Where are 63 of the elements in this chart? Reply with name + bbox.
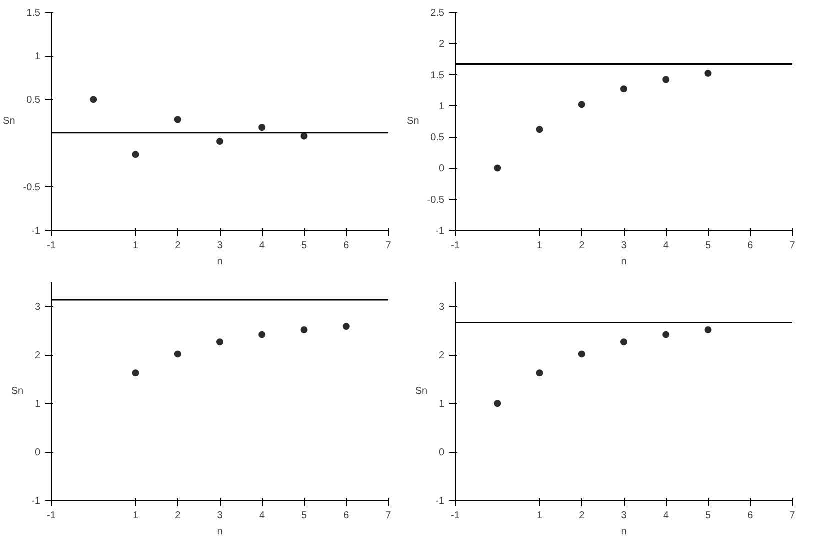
y-tick-label: -1 (436, 226, 445, 237)
y-tick-label: 2 (34, 350, 41, 362)
x-tick-label: 3 (621, 240, 628, 252)
x-tick-label: 5 (301, 510, 308, 522)
y-tick-label: 0 (438, 448, 445, 459)
y-tick-label: 1.5 (26, 8, 41, 19)
x-tick-label: 3 (621, 510, 628, 522)
x-tick-label: 1 (536, 510, 543, 522)
x-tick-label: 6 (748, 510, 754, 522)
x-tick-label: 6 (748, 240, 754, 252)
x-tick-label: 2 (175, 510, 182, 522)
x-tick-label: 1 (132, 240, 139, 252)
x-axis-title: n (621, 526, 627, 538)
y-tick-label: 1.5 (430, 70, 445, 82)
y-axis-title: Sn (3, 116, 16, 127)
x-tick-label: 3 (217, 510, 224, 522)
y-tick-label: 1 (438, 101, 445, 112)
y-tick-label: -1 (436, 496, 445, 507)
y-tick-label: -0.5 (427, 194, 445, 206)
x-tick-label: 5 (301, 240, 308, 252)
y-tick-label: 2 (438, 39, 445, 50)
x-tick-label: 4 (663, 510, 670, 522)
y-axis-title: Sn (11, 386, 24, 397)
x-tick-label: 5 (705, 240, 712, 252)
x-tick-label: 5 (705, 510, 712, 522)
y-axis-title: Sn (407, 116, 420, 127)
x-tick-label: 6 (344, 510, 350, 522)
x-axis-title: n (217, 256, 223, 268)
x-tick-label: 4 (663, 240, 670, 252)
y-tick-label: 2.5 (430, 8, 445, 19)
y-tick-label: 1 (34, 52, 41, 63)
x-tick-label: 1 (132, 510, 139, 522)
x-tick-label: 7 (386, 240, 392, 252)
y-axis-title: Sn (415, 386, 428, 397)
y-tick-label: 0 (438, 164, 445, 175)
x-axis-title: n (621, 256, 627, 268)
x-tick-label: 7 (386, 510, 392, 522)
x-tick-label: 1 (536, 240, 543, 252)
x-tick-label: -1 (47, 510, 56, 522)
x-tick-label: 7 (790, 240, 796, 252)
y-tick-label: 0.5 (26, 95, 41, 106)
y-tick-label: 0 (34, 448, 41, 459)
x-tick-label: 2 (175, 240, 182, 252)
x-tick-label: 4 (259, 510, 266, 522)
y-tick-label: 1 (438, 399, 445, 410)
y-tick-label: -1 (32, 496, 41, 507)
x-tick-label: -1 (451, 510, 460, 522)
y-tick-label: 2 (438, 350, 445, 362)
x-tick-label: -1 (47, 240, 56, 252)
x-tick-label: -1 (451, 240, 460, 252)
x-tick-label: 2 (579, 510, 586, 522)
x-axis-title: n (217, 526, 223, 538)
y-tick-label: 3 (438, 302, 445, 314)
y-tick-label: 3 (34, 302, 41, 314)
y-tick-label: -1 (32, 226, 41, 237)
x-tick-label: 6 (344, 240, 350, 252)
x-tick-label: 2 (579, 240, 586, 252)
y-tick-label: 0.5 (430, 132, 445, 144)
y-tick-label: 1 (34, 399, 41, 410)
x-tick-label: 4 (259, 240, 266, 252)
x-tick-label: 3 (217, 240, 224, 252)
y-tick-label: -0.5 (23, 182, 41, 194)
x-tick-label: 7 (790, 510, 796, 522)
